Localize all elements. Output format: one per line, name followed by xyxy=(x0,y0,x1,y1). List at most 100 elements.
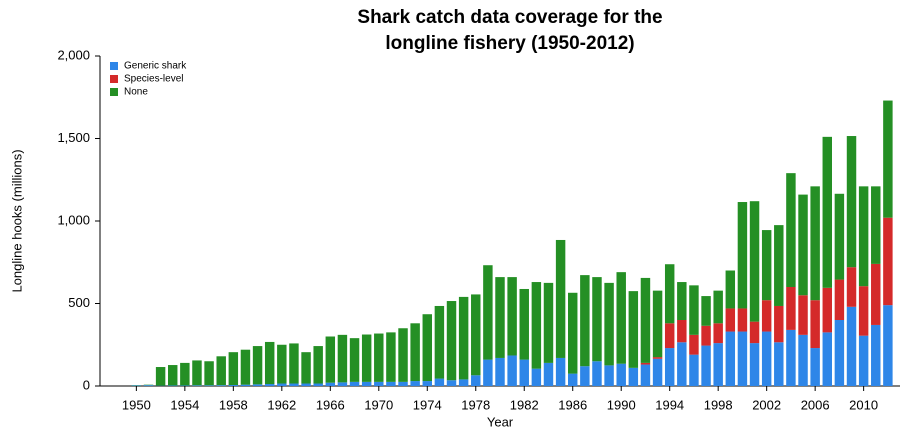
bar-segment xyxy=(689,334,699,355)
legend-swatch xyxy=(110,75,118,83)
bar-segment xyxy=(277,344,287,384)
bar-segment xyxy=(531,282,542,369)
bar-segment xyxy=(264,341,275,385)
bar-segment xyxy=(652,358,663,386)
bar-segment xyxy=(761,331,772,386)
bar-segment xyxy=(592,361,602,386)
bar-segment xyxy=(774,305,784,343)
bar-segment xyxy=(252,346,263,385)
bar-segment xyxy=(822,287,832,333)
bar-segment xyxy=(495,277,505,358)
bar-segment xyxy=(228,352,239,386)
y-tick-label: 2,000 xyxy=(57,47,90,62)
x-tick-label: 1982 xyxy=(510,397,539,412)
bar-segment xyxy=(798,194,808,296)
x-tick-label: 1974 xyxy=(413,397,442,412)
bar-segment xyxy=(677,342,687,386)
bar-segment xyxy=(737,202,748,309)
bar-segment xyxy=(240,349,251,385)
bar-segment xyxy=(604,282,614,366)
bar-segment xyxy=(677,282,687,320)
bar-segment xyxy=(701,325,711,346)
bar-segment xyxy=(737,331,748,386)
bar-segment xyxy=(858,186,869,287)
bar-segment xyxy=(410,381,420,386)
bar-segment xyxy=(519,288,529,360)
bar-segment xyxy=(834,193,845,280)
bar-segment xyxy=(458,379,469,386)
bar-segment xyxy=(519,359,529,386)
bar-segment xyxy=(883,217,893,306)
bar-segment xyxy=(568,292,578,374)
bar-segment xyxy=(374,333,384,382)
bar-segment xyxy=(446,380,457,386)
bar-segment xyxy=(507,355,517,386)
x-tick-label: 1954 xyxy=(170,397,199,412)
bar-segment xyxy=(713,323,723,344)
bar-segment xyxy=(858,335,869,386)
bar-segment xyxy=(204,361,214,386)
x-axis-label: Year xyxy=(487,414,514,429)
x-tick-label: 1958 xyxy=(219,397,248,412)
bar-segment xyxy=(301,352,311,384)
bar-segment xyxy=(616,272,626,364)
bar-segment xyxy=(495,357,505,386)
y-tick-label: 0 xyxy=(83,377,90,392)
bar-segment xyxy=(640,362,651,365)
bar-segment xyxy=(701,345,711,386)
bar-segment xyxy=(507,277,517,356)
bar-segment xyxy=(604,365,614,386)
bar-segment xyxy=(798,334,808,386)
x-tick-label: 2002 xyxy=(752,397,781,412)
bar-segment xyxy=(749,343,760,386)
bar-segment xyxy=(640,364,651,386)
x-tick-label: 1978 xyxy=(461,397,490,412)
bar-segment xyxy=(725,331,736,386)
bar-segment xyxy=(313,383,323,386)
x-tick-label: 1998 xyxy=(704,397,733,412)
bar-segment xyxy=(434,305,445,379)
bar-segment xyxy=(664,264,675,324)
bar-segment xyxy=(580,275,590,367)
bar-segment xyxy=(398,381,408,386)
bar-segment xyxy=(786,287,796,330)
bar-segment xyxy=(652,290,663,358)
bar-segment xyxy=(301,383,311,386)
bar-segment xyxy=(361,334,372,382)
legend-swatch xyxy=(110,88,118,96)
bar-segment xyxy=(240,384,251,386)
bar-segment xyxy=(846,306,857,386)
bar-segment xyxy=(555,357,566,386)
x-tick-label: 1990 xyxy=(607,397,636,412)
x-tick-label: 1966 xyxy=(316,397,345,412)
bar-segment xyxy=(155,367,166,386)
y-tick-label: 500 xyxy=(68,295,90,310)
bar-segment xyxy=(192,360,202,386)
bar-segment xyxy=(289,343,299,384)
legend-text: Generic shark xyxy=(124,61,187,72)
bar-segment xyxy=(531,368,542,386)
bar-segment xyxy=(264,384,275,386)
bar-segment xyxy=(252,384,263,386)
y-tick-label: 1,500 xyxy=(57,130,90,145)
bar-segment xyxy=(483,265,493,360)
bar-segment xyxy=(192,385,202,386)
bar-segment xyxy=(325,382,336,386)
bar-segment xyxy=(871,324,881,386)
bar-segment xyxy=(822,136,832,288)
bar-segment xyxy=(483,359,493,386)
bar-segment xyxy=(471,375,481,386)
x-tick-label: 1986 xyxy=(558,397,587,412)
bar-segment xyxy=(664,323,675,349)
bar-segment xyxy=(652,357,663,359)
bar-segment xyxy=(871,263,881,325)
bar-segment xyxy=(386,381,396,386)
chart-title: longline fishery (1950-2012) xyxy=(385,33,634,54)
bar-segment xyxy=(689,354,699,386)
bar-segment xyxy=(277,383,287,386)
bar-segment xyxy=(713,290,723,324)
y-tick-label: 1,000 xyxy=(57,212,90,227)
bar-segment xyxy=(774,225,784,306)
bar-segment xyxy=(313,346,323,384)
bar-segment xyxy=(325,336,336,383)
